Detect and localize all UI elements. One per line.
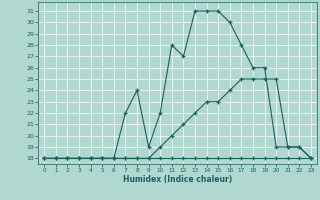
X-axis label: Humidex (Indice chaleur): Humidex (Indice chaleur) bbox=[123, 175, 232, 184]
